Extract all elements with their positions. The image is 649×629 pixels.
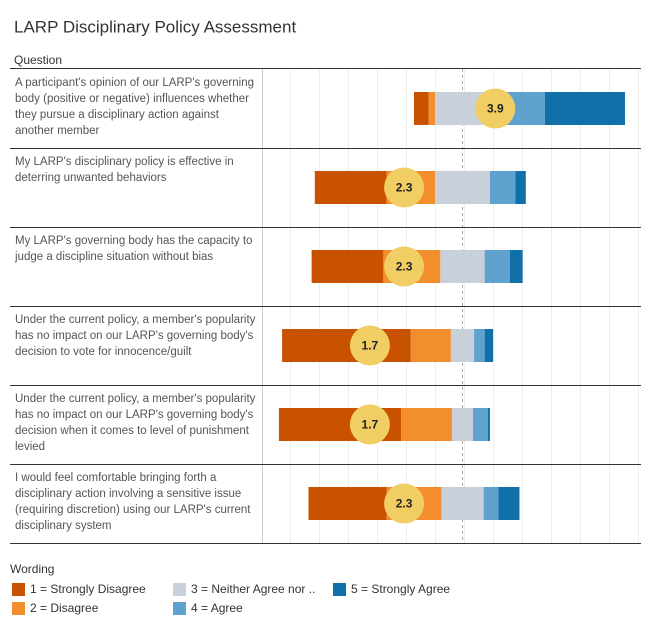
question: Under the current policy, a member's pop… [15, 314, 256, 358]
bar-segment [413, 92, 429, 125]
average-label: 1.7 [362, 339, 379, 353]
question: I would feel comfortable bringing forth … [15, 472, 251, 532]
bar-segment [515, 171, 526, 204]
bar-segment [441, 487, 484, 520]
question: A participant's opinion of our LARP's go… [15, 77, 255, 137]
bar-segment [314, 171, 387, 204]
question: My LARP's disciplinary policy is effecti… [15, 156, 234, 184]
bar-segment [487, 408, 490, 441]
average-label: 2.3 [396, 260, 413, 274]
bar-segment [282, 329, 411, 362]
average-marker [384, 483, 425, 524]
chart-title: LARP Disciplinary Policy Assessment [14, 17, 296, 36]
average-label: 2.3 [396, 181, 413, 195]
average-marker [475, 88, 516, 129]
legend-swatch [333, 583, 346, 596]
bar-segment [401, 408, 452, 441]
average-label: 3.9 [487, 102, 504, 116]
bar-segment [435, 171, 490, 204]
legend-label: 2 = Disagree [30, 601, 99, 615]
bar-segment [489, 171, 516, 204]
bar-segment [410, 329, 451, 362]
bar-segment [474, 329, 485, 362]
bar-segment [483, 487, 499, 520]
column-header: Question [14, 53, 62, 67]
legend-label: 4 = Agree [191, 601, 243, 615]
question: Under the current policy, a member's pop… [15, 393, 256, 453]
legend-title: Wording [10, 562, 54, 576]
bar-segment [451, 408, 474, 441]
average-marker [384, 246, 425, 287]
legend-swatch [12, 602, 25, 615]
legend-swatch [173, 602, 186, 615]
bar-segment [509, 250, 523, 283]
question: My LARP's governing body has the capacit… [15, 235, 253, 263]
bar-segment [544, 92, 625, 125]
legend-swatch [173, 583, 186, 596]
average-marker [349, 325, 390, 366]
bar-segment [311, 250, 384, 283]
bar-segment [473, 408, 488, 441]
legend-swatch [12, 583, 25, 596]
average-label: 2.3 [396, 497, 413, 511]
bar-segment [484, 329, 494, 362]
average-marker [349, 404, 390, 445]
bar-segment [498, 487, 520, 520]
bar-segment [308, 487, 387, 520]
bar-segment [484, 250, 510, 283]
average-label: 1.7 [362, 418, 379, 432]
bar-segment [428, 92, 436, 125]
bar-segment [450, 329, 475, 362]
legend-label: 3 = Neither Agree nor .. [191, 582, 315, 596]
bar-segment [440, 250, 485, 283]
average-marker [384, 167, 425, 208]
legend-label: 1 = Strongly Disagree [30, 582, 146, 596]
legend-label: 5 = Strongly Agree [351, 582, 450, 596]
